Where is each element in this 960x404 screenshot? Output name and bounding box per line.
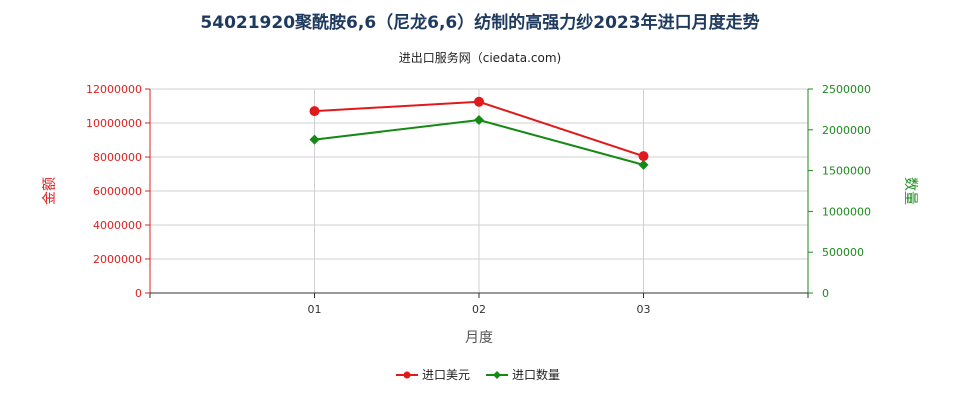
chart-subtitle: 进出口服务网（ciedata.com) [399,50,561,65]
y-right-tick-label: 1500000 [822,165,871,178]
axes [145,88,813,298]
legend: 进口美元 进口数量 [396,367,560,382]
x-tick-label: 02 [472,303,486,316]
x-tick-label: 03 [637,303,651,316]
legend-marker [493,371,501,379]
data-point-series-1 [474,96,484,107]
series-layer [309,96,649,170]
data-point-series-2 [309,134,320,145]
y-left-tick-label: 6000000 [93,185,142,198]
y-axis-left-title: 金额 [42,177,58,205]
data-point-series-2 [638,159,649,170]
x-axis-title: 月度 [465,330,493,346]
x-tick-label: 01 [308,303,322,316]
legend-label: 进口数量 [512,367,560,382]
chart-title: 54021920聚酰胺6,6（尼龙6,6）纺制的高强力纱2023年进口月度走势 [200,12,759,33]
y-right-tick-label: 0 [822,287,829,300]
tick-labels: 0200000040000006000000800000010000000120… [86,83,871,316]
y-left-tick-label: 2000000 [93,253,142,266]
y-left-tick-label: 4000000 [93,219,142,232]
y-left-tick-label: 8000000 [93,151,142,164]
y-right-tick-label: 500000 [822,246,864,259]
legend-label: 进口美元 [422,368,470,382]
y-right-tick-label: 1000000 [822,205,871,218]
y-right-tick-label: 2500000 [822,83,871,96]
data-point-series-1 [309,106,320,117]
y-left-tick-label: 12000000 [86,83,142,96]
y-left-tick-label: 10000000 [86,117,142,130]
y-right-tick-label: 2000000 [822,124,871,137]
y-left-tick-label: 0 [135,287,142,300]
data-point-series-2 [474,115,484,126]
data-point-series-1 [638,151,649,162]
legend-marker [403,371,411,379]
y-axis-right-title: 数量 [902,177,918,205]
